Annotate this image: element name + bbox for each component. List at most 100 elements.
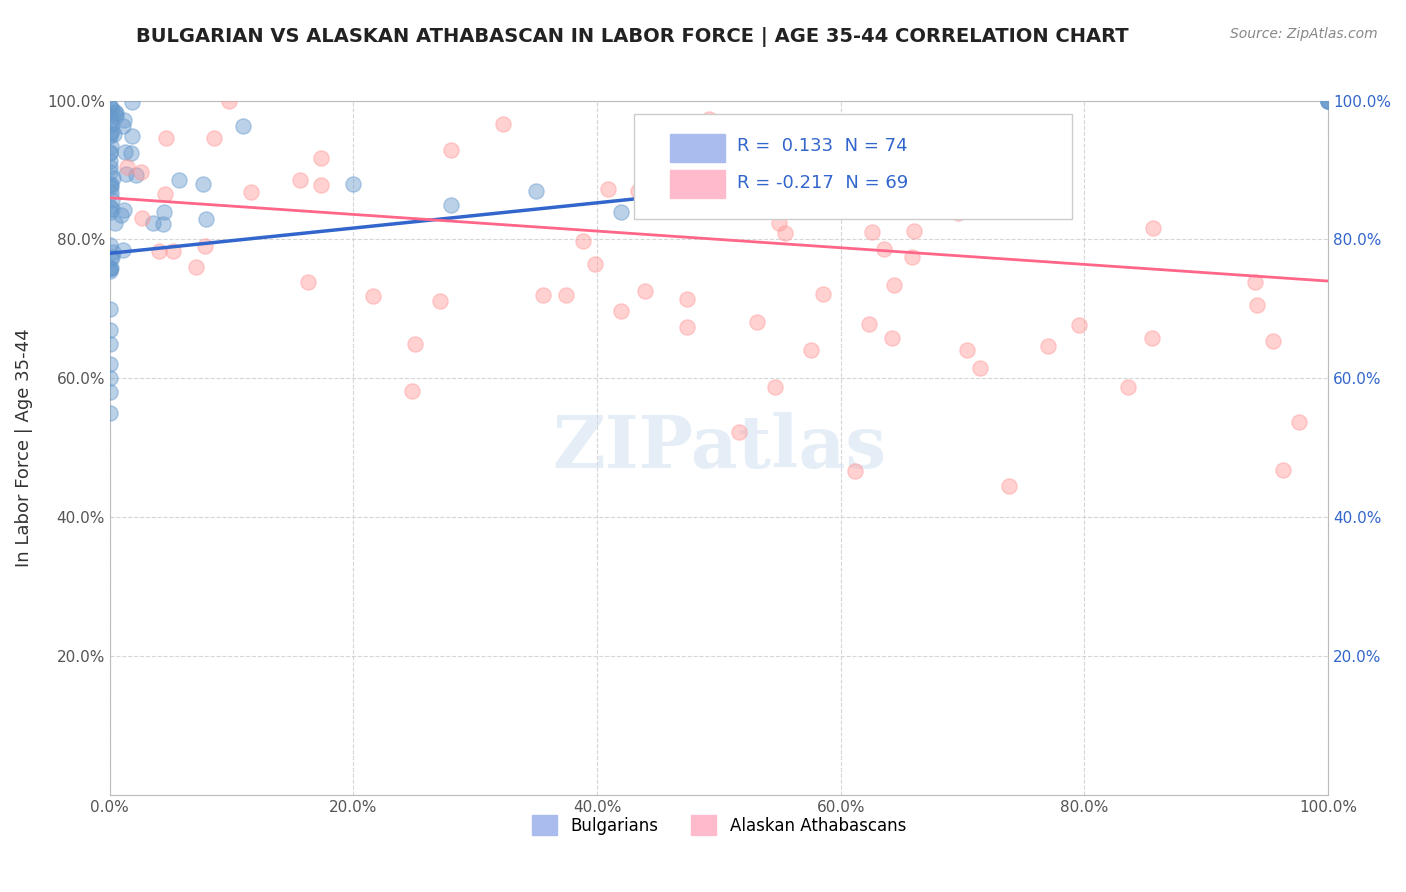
Point bbox=[849, 143, 872, 157]
Point bbox=[853, 177, 876, 191]
Point bbox=[1317, 94, 1340, 108]
Point bbox=[117, 160, 139, 174]
Point bbox=[98, 154, 121, 169]
Point bbox=[927, 177, 949, 191]
FancyBboxPatch shape bbox=[671, 170, 725, 198]
Point bbox=[342, 177, 364, 191]
Point bbox=[610, 304, 633, 318]
Point bbox=[533, 288, 555, 302]
Point bbox=[184, 260, 207, 275]
Point bbox=[763, 379, 786, 393]
Point bbox=[858, 318, 880, 332]
Point bbox=[100, 251, 122, 265]
Point bbox=[769, 191, 792, 205]
Point bbox=[103, 170, 125, 185]
Point bbox=[555, 288, 578, 302]
Point bbox=[162, 244, 184, 259]
Point bbox=[309, 151, 332, 165]
Point bbox=[121, 129, 143, 144]
Point bbox=[194, 212, 217, 227]
Point bbox=[946, 206, 969, 220]
Point bbox=[100, 177, 122, 191]
Point bbox=[707, 198, 730, 212]
Point bbox=[1244, 275, 1267, 289]
Point bbox=[98, 323, 121, 337]
Point bbox=[875, 180, 897, 194]
Point bbox=[105, 106, 128, 120]
Point bbox=[104, 104, 127, 119]
Point bbox=[903, 225, 925, 239]
Point bbox=[1271, 463, 1294, 477]
Point bbox=[758, 178, 780, 193]
Point bbox=[813, 286, 835, 301]
Point bbox=[100, 145, 122, 160]
Point bbox=[1036, 339, 1059, 353]
Point bbox=[131, 211, 153, 225]
Point bbox=[98, 264, 121, 278]
Point bbox=[1067, 318, 1090, 332]
Text: R =  0.133  N = 74: R = 0.133 N = 74 bbox=[737, 137, 908, 155]
Point bbox=[101, 202, 124, 216]
Point bbox=[675, 292, 697, 306]
Point bbox=[167, 173, 190, 187]
Point bbox=[111, 120, 134, 134]
Point bbox=[98, 128, 121, 143]
Text: Source: ZipAtlas.com: Source: ZipAtlas.com bbox=[1230, 27, 1378, 41]
Point bbox=[98, 336, 121, 351]
Text: R = -0.217  N = 69: R = -0.217 N = 69 bbox=[737, 174, 908, 192]
Point bbox=[111, 243, 134, 257]
Point bbox=[747, 315, 769, 329]
Point bbox=[148, 244, 170, 259]
Point bbox=[193, 177, 215, 191]
Point bbox=[120, 146, 142, 161]
Point bbox=[524, 184, 547, 198]
Point bbox=[100, 138, 122, 153]
Point bbox=[98, 237, 121, 252]
Point bbox=[101, 245, 124, 260]
Point bbox=[100, 178, 122, 193]
Point bbox=[882, 330, 904, 344]
Point bbox=[711, 185, 734, 199]
Point bbox=[98, 371, 121, 385]
Point bbox=[110, 209, 132, 223]
Point bbox=[1140, 330, 1163, 344]
Point bbox=[100, 260, 122, 275]
Point bbox=[100, 180, 122, 194]
Point bbox=[610, 204, 633, 219]
Point bbox=[98, 357, 121, 371]
Point bbox=[800, 343, 823, 357]
Point bbox=[290, 173, 312, 187]
Point bbox=[100, 250, 122, 264]
Point bbox=[98, 100, 121, 114]
Point bbox=[98, 200, 121, 214]
Point bbox=[105, 109, 128, 123]
Point bbox=[727, 425, 749, 439]
Point bbox=[361, 289, 384, 303]
Point bbox=[100, 124, 122, 138]
Point bbox=[98, 164, 121, 178]
Point bbox=[121, 95, 143, 110]
Point bbox=[596, 182, 619, 196]
Point bbox=[401, 384, 423, 398]
Point bbox=[153, 204, 176, 219]
Point bbox=[1116, 380, 1139, 394]
Point bbox=[872, 242, 894, 256]
Point bbox=[98, 261, 121, 276]
Point bbox=[98, 260, 121, 275]
Point bbox=[1142, 220, 1164, 235]
Point bbox=[152, 218, 174, 232]
Point bbox=[404, 337, 426, 351]
Point bbox=[657, 195, 679, 210]
Point bbox=[125, 168, 148, 182]
Point bbox=[240, 185, 263, 199]
Point bbox=[768, 216, 790, 230]
Point bbox=[633, 284, 655, 298]
Point bbox=[1022, 181, 1045, 195]
Point bbox=[103, 127, 125, 141]
Point bbox=[100, 193, 122, 207]
Point bbox=[844, 464, 866, 478]
Point bbox=[98, 108, 121, 122]
Point bbox=[103, 216, 125, 230]
Point bbox=[155, 131, 177, 145]
Point bbox=[309, 178, 332, 192]
